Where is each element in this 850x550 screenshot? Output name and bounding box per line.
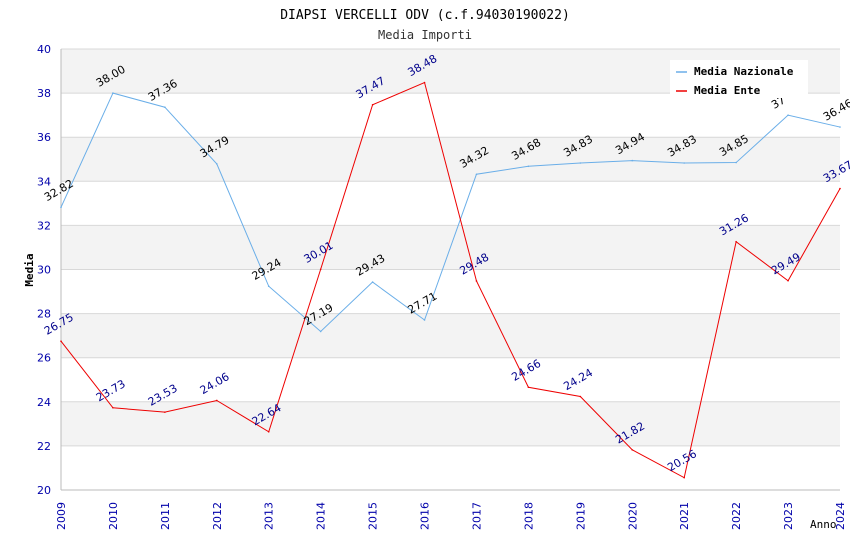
data-point-media-nazionale bbox=[475, 173, 478, 176]
legend-box bbox=[670, 60, 808, 98]
data-label-media-nazionale: 37 bbox=[769, 93, 788, 111]
x-tick-label: 2015 bbox=[367, 502, 380, 530]
y-tick-label: 24 bbox=[37, 396, 51, 409]
axes bbox=[60, 49, 840, 491]
x-tick-label: 2024 bbox=[834, 502, 847, 530]
legend-label-media-ente: Media Ente bbox=[694, 84, 761, 97]
grid-band bbox=[61, 401, 840, 446]
data-point-media-nazionale bbox=[319, 330, 322, 333]
y-tick-label: 20 bbox=[37, 484, 51, 497]
x-tick-label: 2017 bbox=[470, 502, 483, 530]
y-tick-label: 22 bbox=[37, 440, 51, 453]
chart-subtitle: Media Importi bbox=[378, 28, 472, 42]
data-point-media-nazionale bbox=[631, 159, 634, 162]
data-point-media-nazionale bbox=[735, 161, 737, 164]
chart-title: DIAPSI VERCELLI ODV (c.f.94030190022) bbox=[280, 8, 570, 23]
y-tick-label: 26 bbox=[37, 352, 51, 365]
x-tick-label: 2014 bbox=[315, 502, 328, 530]
y-tick-label: 32 bbox=[37, 219, 51, 232]
y-tick-label: 34 bbox=[37, 175, 51, 188]
data-point-media-nazionale bbox=[787, 114, 789, 116]
data-point-media-nazionale bbox=[164, 106, 166, 109]
data-point-media-ente bbox=[475, 280, 478, 282]
data-point-media-nazionale bbox=[60, 206, 62, 209]
series-line-media-nazionale bbox=[60, 92, 841, 333]
data-point-media-nazionale bbox=[112, 92, 114, 94]
y-tick-label: 28 bbox=[37, 308, 51, 321]
data-point-media-ente bbox=[527, 386, 530, 389]
data-point-media-nazionale bbox=[683, 162, 685, 164]
legend-label-media-nazionale: Media Nazionale bbox=[694, 65, 794, 78]
data-point-media-ente bbox=[164, 411, 166, 413]
y-tick-label: 40 bbox=[37, 43, 51, 56]
y-tick-label: 36 bbox=[37, 131, 51, 144]
data-point-media-nazionale bbox=[371, 281, 374, 283]
x-tick-label: 2010 bbox=[107, 502, 120, 530]
grid-band bbox=[61, 137, 840, 182]
data-point-media-nazionale bbox=[216, 163, 218, 165]
series-line-media-ente bbox=[60, 81, 841, 479]
data-point-media-ente bbox=[216, 399, 218, 402]
data-point-media-ente bbox=[787, 279, 789, 282]
y-tick-label: 30 bbox=[37, 264, 51, 277]
x-axis-label: Anno bbox=[810, 518, 837, 531]
x-tick-label: 2020 bbox=[626, 502, 639, 530]
data-point-media-nazionale bbox=[423, 319, 426, 321]
data-point-media-nazionale bbox=[267, 285, 270, 288]
x-tick-label: 2019 bbox=[574, 502, 587, 530]
data-point-media-nazionale bbox=[839, 126, 841, 128]
x-tick-label: 2009 bbox=[55, 502, 68, 530]
data-point-media-ente bbox=[579, 395, 582, 398]
data-point-media-ente bbox=[319, 268, 322, 271]
y-axis-label: Media bbox=[23, 253, 36, 286]
data-point-media-ente bbox=[371, 103, 374, 106]
data-point-media-ente bbox=[267, 430, 270, 433]
x-tick-label: 2016 bbox=[419, 502, 432, 530]
data-point-media-ente bbox=[631, 449, 634, 451]
x-tick-label: 2013 bbox=[263, 502, 276, 530]
legend: Media Nazionale Media Ente bbox=[670, 60, 808, 98]
data-point-media-ente bbox=[423, 81, 426, 84]
data-point-media-ente bbox=[60, 340, 62, 342]
data-point-media-ente bbox=[839, 187, 841, 190]
data-point-media-nazionale bbox=[527, 165, 530, 168]
x-tick-label: 2018 bbox=[522, 502, 535, 530]
grid-band bbox=[61, 313, 840, 358]
data-point-media-ente bbox=[112, 406, 114, 409]
x-tick-label: 2011 bbox=[159, 502, 172, 530]
series-lines bbox=[60, 81, 841, 479]
data-point-media-ente bbox=[735, 240, 737, 243]
data-point-media-ente bbox=[683, 476, 685, 479]
y-tick-label: 38 bbox=[37, 87, 51, 100]
data-point-media-nazionale bbox=[579, 162, 582, 164]
x-tick-label: 2023 bbox=[782, 502, 795, 530]
x-tick-label: 2021 bbox=[678, 502, 691, 530]
x-tick-label: 2022 bbox=[730, 502, 743, 530]
x-tick-label: 2012 bbox=[211, 502, 224, 530]
